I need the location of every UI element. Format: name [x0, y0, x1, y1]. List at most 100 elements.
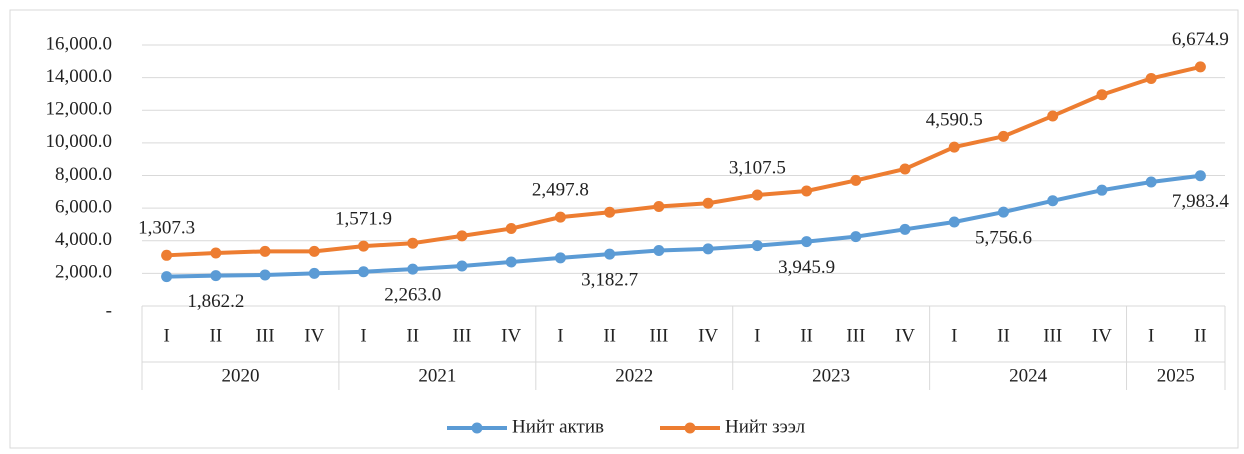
x-tick-label: I	[951, 325, 957, 346]
chart-border	[9, 9, 1239, 449]
y-tick-label: 10,000.0	[46, 131, 113, 152]
year-label: 2024	[1009, 365, 1048, 386]
x-tick-label: II	[997, 325, 1010, 346]
y-tick-label: 6,000.0	[55, 196, 112, 217]
marker	[751, 240, 763, 252]
x-tick-label: III	[649, 325, 668, 346]
marker	[308, 245, 320, 257]
marker	[259, 269, 271, 281]
x-tick-label: IV	[304, 325, 324, 346]
marker	[948, 216, 960, 228]
marker	[997, 206, 1009, 218]
marker	[456, 260, 468, 272]
x-tick-label: II	[603, 325, 616, 346]
year-label: 2021	[418, 365, 456, 386]
data-label: 4,590.5	[926, 109, 983, 130]
y-tick-label: -	[106, 300, 112, 321]
marker	[1047, 110, 1059, 122]
data-label: 2,263.0	[384, 284, 441, 305]
marker	[801, 236, 813, 248]
x-tick-label: I	[360, 325, 366, 346]
marker	[1096, 184, 1108, 196]
data-label: 3,182.7	[581, 269, 638, 290]
series-line	[166, 173, 1201, 279]
x-tick-label: IV	[698, 325, 718, 346]
data-label: 2,497.8	[532, 179, 589, 200]
y-tick-label: 12,000.0	[46, 99, 113, 120]
marker	[259, 245, 271, 257]
marker	[407, 237, 419, 249]
marker	[456, 230, 468, 242]
x-tick-label: II	[1194, 325, 1207, 346]
marker	[1194, 170, 1206, 182]
x-tick-label: I	[163, 325, 169, 346]
y-tick-label: 4,000.0	[55, 229, 112, 250]
x-tick-label: IV	[895, 325, 915, 346]
data-label: 1,307.3	[138, 218, 195, 239]
legend-marker	[684, 422, 696, 434]
marker	[505, 256, 517, 268]
data-label: 6,674.9	[1172, 29, 1229, 50]
legend-label: Нийт зээл	[725, 416, 806, 437]
marker	[997, 130, 1009, 142]
x-tick-label: II	[210, 325, 223, 346]
marker	[850, 231, 862, 243]
marker	[653, 200, 665, 212]
marker	[554, 211, 566, 223]
marker	[161, 249, 173, 261]
marker	[751, 189, 763, 201]
marker	[358, 240, 370, 252]
y-tick-label: 16,000.0	[46, 33, 113, 54]
x-tick-label: II	[800, 325, 813, 346]
marker	[899, 163, 911, 175]
legend-label: Нийт актив	[512, 416, 604, 437]
year-label: 2023	[812, 365, 850, 386]
x-tick-label: I	[754, 325, 760, 346]
data-label: 1,571.9	[335, 208, 392, 229]
marker	[210, 247, 222, 259]
y-tick-label: 2,000.0	[55, 262, 112, 283]
x-tick-label: I	[557, 325, 563, 346]
x-tick-label: III	[846, 325, 865, 346]
data-label: 1,862.2	[187, 291, 244, 312]
marker	[1145, 176, 1157, 188]
legend-marker	[471, 422, 483, 434]
x-tick-label: IV	[501, 325, 521, 346]
year-label: 2022	[615, 365, 653, 386]
data-label: 7,983.4	[1172, 191, 1230, 212]
x-tick-label: IV	[1092, 325, 1112, 346]
marker	[702, 243, 714, 255]
marker	[161, 271, 173, 283]
marker	[358, 266, 370, 278]
marker	[899, 223, 911, 235]
marker	[604, 206, 616, 218]
marker	[1047, 195, 1059, 207]
marker	[1096, 89, 1108, 101]
y-tick-label: 14,000.0	[46, 66, 113, 87]
x-tick-label: I	[1148, 325, 1154, 346]
x-tick-label: II	[406, 325, 419, 346]
year-label: 2020	[221, 365, 259, 386]
x-tick-label: III	[1043, 325, 1062, 346]
marker	[653, 245, 665, 257]
marker	[702, 197, 714, 209]
y-tick-label: 8,000.0	[55, 164, 112, 185]
marker	[308, 267, 320, 279]
series-line	[166, 64, 1201, 258]
marker	[554, 252, 566, 264]
year-label: 2025	[1157, 365, 1195, 386]
marker	[604, 248, 616, 260]
marker	[1194, 61, 1206, 73]
marker	[850, 174, 862, 186]
data-label: 5,756.6	[975, 227, 1032, 248]
data-label: 3,107.5	[729, 157, 786, 178]
marker	[948, 141, 960, 153]
marker	[1145, 72, 1157, 84]
marker	[210, 270, 222, 282]
data-label: 3,945.9	[778, 257, 835, 278]
x-tick-label: III	[256, 325, 275, 346]
marker	[801, 185, 813, 197]
marker	[505, 223, 517, 235]
marker	[407, 263, 419, 275]
